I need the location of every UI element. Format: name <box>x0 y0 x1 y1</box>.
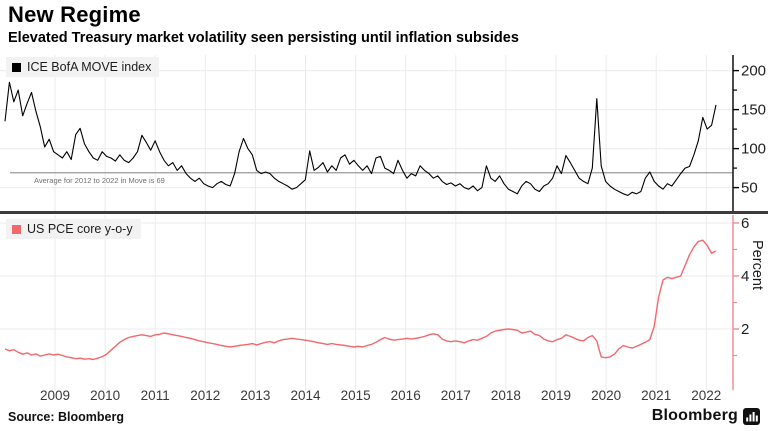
x-axis-labels: 2009 2010 2011 2012 2013 2014 2015 2016 2017 2018… <box>0 388 768 408</box>
svg-text:150: 150 <box>741 102 766 119</box>
x-axis-year-label: 2018 <box>490 388 521 403</box>
x-axis-year-label: 2009 <box>39 388 71 403</box>
x-axis-year-label: 2017 <box>440 388 471 403</box>
pce-panel: 2 4 6 US PCE core y-o-y <box>0 215 768 390</box>
panel-separator <box>0 211 768 214</box>
svg-text:2: 2 <box>741 321 749 338</box>
page-title: New Regime <box>8 2 141 27</box>
move-index-panel: 50 100 150 200 ICE BofA MOVE index Average … <box>0 55 768 211</box>
move-legend-swatch-icon <box>12 62 21 72</box>
svg-text:4: 4 <box>741 268 749 285</box>
x-axis-year-label: 2019 <box>540 388 572 403</box>
x-axis-year-label: 2021 <box>641 388 672 403</box>
svg-text:6: 6 <box>741 215 749 232</box>
bloomberg-brand: Bloomberg <box>652 407 760 425</box>
x-axis-year-label: 2013 <box>240 388 271 403</box>
move-legend: ICE BofA MOVE index <box>6 57 160 77</box>
bloomberg-logo-icon <box>743 407 760 425</box>
move-index-chart: 50 100 150 200 <box>0 55 766 211</box>
x-axis-year-label: 2022 <box>691 388 722 403</box>
x-axis-year-label: 2012 <box>190 388 221 403</box>
source-note: Source: Bloomberg <box>8 410 124 424</box>
svg-text:100: 100 <box>741 141 766 158</box>
y-axis-title: Percent <box>749 240 765 290</box>
svg-text:200: 200 <box>741 63 766 80</box>
pce-legend-swatch-icon <box>12 224 21 234</box>
pce-chart: 2 4 6 <box>0 215 749 390</box>
pce-legend: US PCE core y-o-y <box>6 219 141 239</box>
x-axis-year-label: 2020 <box>591 388 622 403</box>
bloomberg-wordmark: Bloomberg <box>651 407 738 424</box>
x-axis-year-label: 2016 <box>390 388 421 403</box>
average-line-annotation: Average for 2012 to 2022 in Move is 69 <box>34 175 165 185</box>
svg-text:50: 50 <box>741 180 758 197</box>
pce-legend-label: US PCE core y-o-y <box>27 222 133 236</box>
x-axis-year-label: 2015 <box>340 388 371 403</box>
x-axis-year-label: 2010 <box>90 388 121 403</box>
x-axis-year-label: 2011 <box>140 388 170 403</box>
move-legend-label: ICE BofA MOVE index <box>27 60 152 74</box>
page-subtitle: Elevated Treasury market volatility seen… <box>8 30 519 46</box>
x-axis-year-label: 2014 <box>290 388 321 403</box>
